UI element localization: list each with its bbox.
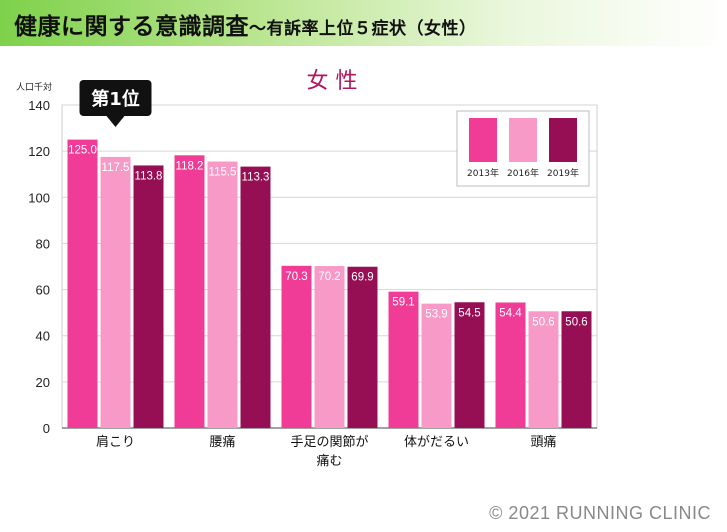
page-title-main: 健康に関する意識調査 [14,14,249,40]
bar [314,266,345,428]
data-label: 50.6 [565,316,587,328]
data-label: 53.9 [425,309,447,321]
data-label: 54.4 [499,307,522,319]
y-tick-label: 60 [36,283,50,298]
data-label: 115.5 [209,167,237,179]
y-tick-label: 120 [28,144,50,159]
legend-label: 2013年 [467,167,499,179]
y-tick-label: 80 [36,236,50,251]
data-label: 70.3 [285,271,307,283]
data-label: 118.2 [176,160,204,172]
data-label: 125.0 [68,145,97,157]
callout-box [79,80,152,116]
bar [240,166,271,428]
bar [281,265,312,428]
legend-label: 2019年 [547,167,579,179]
x-tick-label: 腰痛 [209,434,235,450]
bar [495,302,526,428]
y-tick-label: 20 [36,375,50,390]
callout-label: 第1位 [91,88,140,110]
data-label: 59.1 [392,297,414,309]
data-label: 113.3 [242,172,270,184]
bar [174,155,205,428]
x-tick-label: 肩こり [96,434,135,450]
bar [528,311,559,428]
bar [133,165,164,428]
data-label: 113.8 [135,170,163,182]
copyright-notice: © 2021 RUNNING CLINIC [489,503,711,523]
bar [347,266,378,428]
x-tick-label: 痛む [316,453,342,469]
bar [561,311,592,428]
bar [421,303,452,428]
bar [207,161,238,428]
data-label: 54.5 [458,307,480,319]
x-tick-label: 手足の関節が [290,435,368,450]
page-title: 健康に関する意識調査～有訴率上位５症状（女性） [14,7,477,41]
y-tick-label: 40 [36,329,50,344]
y-tick-label: 100 [28,190,50,205]
y-tick-label: 0 [43,421,50,436]
data-label: 50.6 [532,316,554,328]
page-subtitle: ～有訴率上位５症状（女性） [249,19,477,39]
legend-swatch [549,118,577,162]
title-banner: 健康に関する意識調査～有訴率上位５症状（女性） [0,0,727,46]
legend-swatch [469,118,497,162]
x-tick-label: 体がだるい [404,435,469,450]
callout-pointer [106,116,125,127]
data-label: 69.9 [351,272,373,284]
legend-label: 2016年 [507,167,539,179]
x-tick-label: 頭痛 [530,434,556,450]
bar [454,302,485,428]
data-label: 70.2 [318,271,340,283]
data-label: 117.5 [102,162,130,174]
bar [388,291,419,428]
y-axis-label: 人口千対 [16,81,52,93]
bar [100,156,131,429]
chart-title: 女 性 [307,69,358,94]
y-tick-label: 140 [28,98,50,113]
legend-swatch [509,118,537,162]
bar [67,139,98,428]
